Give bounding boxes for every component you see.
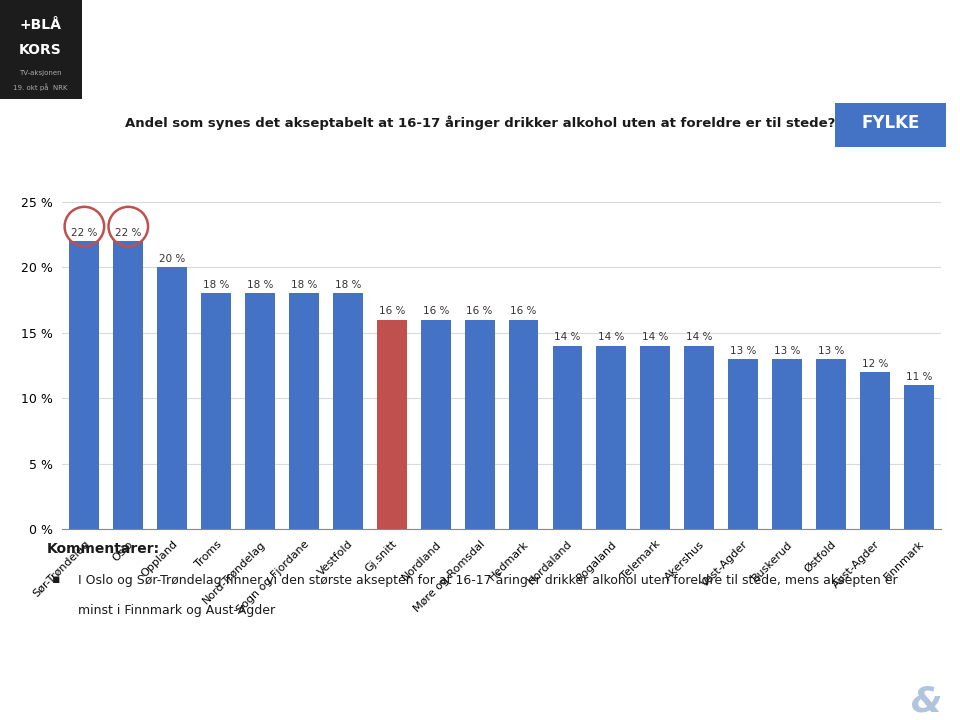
Bar <box>420 320 450 529</box>
Bar <box>729 359 758 529</box>
Text: Spm. 9 - I hvilken alder er det akseptabelt at ungdom drikker alkohol uten at fo: Spm. 9 - I hvilken alder er det akseptab… <box>24 667 636 680</box>
Text: 22 %: 22 % <box>71 228 98 238</box>
Text: 20 %: 20 % <box>159 254 185 264</box>
Text: 14 %: 14 % <box>642 333 668 343</box>
Text: 18 %: 18 % <box>291 280 317 290</box>
Text: 16 %: 16 % <box>511 306 537 316</box>
Bar <box>69 241 99 529</box>
Text: ▪: ▪ <box>52 573 60 586</box>
Text: 13 %: 13 % <box>730 346 756 356</box>
Text: 19. okt på  NRK: 19. okt på NRK <box>13 84 67 91</box>
Bar <box>684 346 714 529</box>
Bar <box>860 372 890 529</box>
Bar <box>377 320 407 529</box>
Text: 16 %: 16 % <box>467 306 492 316</box>
Text: Andel som synes det akseptabelt at 16-17 åringer drikker alkohol uten at foreldr: Andel som synes det akseptabelt at 16-17… <box>125 115 835 130</box>
Text: FYLKE: FYLKE <box>862 114 920 132</box>
Text: 14 %: 14 % <box>686 333 712 343</box>
FancyBboxPatch shape <box>835 103 946 147</box>
Text: 18 %: 18 % <box>335 280 361 290</box>
Text: 16 %: 16 % <box>378 306 405 316</box>
Text: 14 %: 14 % <box>554 333 581 343</box>
Bar <box>289 293 319 529</box>
Text: 18 %: 18 % <box>247 280 274 290</box>
Bar <box>816 359 846 529</box>
Text: KORS: KORS <box>19 42 61 57</box>
Text: Hovedfunn 1:: Hovedfunn 1: <box>93 20 208 35</box>
Text: 16 %: 16 % <box>422 306 449 316</box>
Bar <box>509 320 539 529</box>
Text: 22 %: 22 % <box>115 228 141 238</box>
Text: 12 %: 12 % <box>862 359 888 369</box>
Bar <box>553 346 583 529</box>
Bar <box>465 320 494 529</box>
Text: 13 %: 13 % <box>818 346 844 356</box>
Text: TV-aksjonen: TV-aksjonen <box>19 70 61 76</box>
Bar <box>333 293 363 529</box>
Bar <box>772 359 802 529</box>
FancyBboxPatch shape <box>0 0 82 99</box>
Text: 14 %: 14 % <box>598 333 625 343</box>
Text: 18 %: 18 % <box>203 280 229 290</box>
Bar <box>596 346 626 529</box>
Text: 11 %: 11 % <box>905 372 932 382</box>
Bar <box>245 293 275 529</box>
Text: +BLÅ: +BLÅ <box>19 18 61 32</box>
Bar <box>202 293 231 529</box>
Bar <box>113 241 143 529</box>
Bar <box>904 385 934 529</box>
Text: &: & <box>911 684 942 718</box>
Text: I Oslo og Sør-Trøndelag finner vi den største aksepten for at 16-17 åringer drik: I Oslo og Sør-Trøndelag finner vi den st… <box>78 573 898 587</box>
Text: minst i Finnmark og Aust-Agder: minst i Finnmark og Aust-Agder <box>78 604 276 617</box>
Text: 13 %: 13 % <box>774 346 801 356</box>
Text: Kommentarer:: Kommentarer: <box>47 541 160 556</box>
Bar <box>640 346 670 529</box>
Bar <box>157 267 187 529</box>
Text: Det er store fylkesmessige variasjoner i aksept for at mindreårige drikker alkoh: Det er store fylkesmessige variasjoner i… <box>93 58 716 75</box>
